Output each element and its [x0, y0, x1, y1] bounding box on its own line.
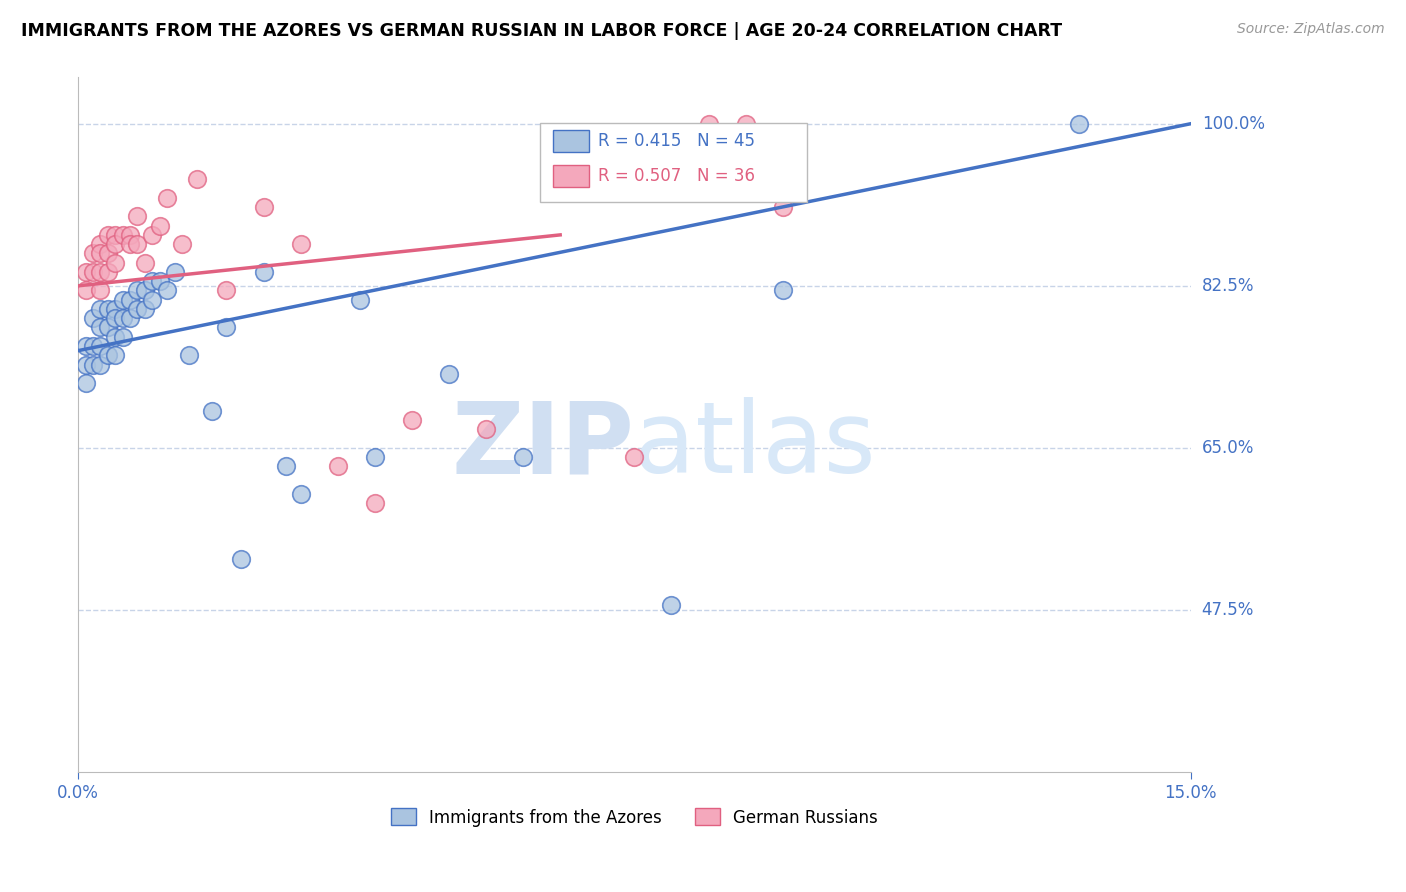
Point [512, 450, 534, 465]
Text: R = 0.415   N = 45: R = 0.415 N = 45 [598, 132, 755, 151]
FancyBboxPatch shape [540, 122, 807, 202]
Point [104, 227, 127, 242]
Point [623, 450, 645, 465]
Text: Source: ZipAtlas.com: Source: ZipAtlas.com [1237, 22, 1385, 37]
Point [697, 117, 720, 131]
Point [89, 265, 111, 279]
Text: 47.5%: 47.5% [1202, 601, 1254, 619]
Point [75, 376, 97, 390]
Point [97, 227, 120, 242]
Point [149, 219, 172, 233]
Point [141, 227, 163, 242]
Point [82, 246, 104, 260]
Point [170, 237, 193, 252]
Point [118, 311, 141, 326]
Point [179, 348, 201, 362]
Point [274, 459, 297, 474]
Point [231, 552, 253, 566]
Text: R = 0.507   N = 36: R = 0.507 N = 36 [598, 167, 755, 185]
Point [89, 301, 111, 316]
Text: ZIP: ZIP [451, 397, 634, 494]
Point [134, 301, 156, 316]
Point [89, 284, 111, 298]
Point [97, 301, 120, 316]
Point [134, 255, 156, 269]
Point [89, 320, 111, 334]
Point [364, 450, 387, 465]
Point [82, 339, 104, 353]
Point [104, 311, 127, 326]
Point [104, 348, 127, 362]
Point [1069, 117, 1091, 131]
Point [661, 599, 683, 613]
Point [252, 265, 274, 279]
Point [75, 358, 97, 372]
Point [156, 191, 179, 205]
Text: 100.0%: 100.0% [1202, 115, 1264, 133]
Point [364, 496, 387, 510]
Point [118, 293, 141, 307]
Point [475, 422, 498, 436]
Point [437, 367, 460, 381]
Point [252, 200, 274, 214]
Legend: Immigrants from the Azores, German Russians: Immigrants from the Azores, German Russi… [384, 802, 884, 833]
Point [104, 301, 127, 316]
Point [89, 339, 111, 353]
Point [127, 237, 149, 252]
Point [772, 200, 794, 214]
Point [156, 284, 179, 298]
Point [186, 172, 208, 186]
Point [734, 117, 756, 131]
Point [89, 237, 111, 252]
Bar [553, 130, 589, 153]
Point [215, 284, 238, 298]
Point [97, 246, 120, 260]
Text: 65.0%: 65.0% [1202, 439, 1254, 457]
Point [401, 413, 423, 427]
Point [104, 237, 127, 252]
Point [111, 330, 134, 344]
Point [82, 265, 104, 279]
Point [111, 311, 134, 326]
Point [75, 339, 97, 353]
Point [89, 358, 111, 372]
Point [290, 487, 312, 501]
Point [127, 301, 149, 316]
Point [772, 284, 794, 298]
Point [82, 358, 104, 372]
Bar [553, 165, 589, 187]
Text: IMMIGRANTS FROM THE AZORES VS GERMAN RUSSIAN IN LABOR FORCE | AGE 20-24 CORRELAT: IMMIGRANTS FROM THE AZORES VS GERMAN RUS… [21, 22, 1062, 40]
Point [127, 210, 149, 224]
Point [89, 246, 111, 260]
Point [111, 227, 134, 242]
Point [163, 265, 186, 279]
Point [97, 320, 120, 334]
Point [141, 274, 163, 288]
Text: 82.5%: 82.5% [1202, 277, 1254, 295]
Point [111, 293, 134, 307]
Point [118, 227, 141, 242]
Point [149, 274, 172, 288]
Point [201, 404, 224, 418]
Text: atlas: atlas [634, 397, 876, 494]
Point [141, 293, 163, 307]
Point [326, 459, 349, 474]
Point [118, 237, 141, 252]
Point [82, 311, 104, 326]
Point [104, 255, 127, 269]
Point [75, 265, 97, 279]
Point [97, 348, 120, 362]
Point [104, 330, 127, 344]
Point [75, 284, 97, 298]
Point [134, 284, 156, 298]
Point [215, 320, 238, 334]
Point [97, 265, 120, 279]
Point [127, 284, 149, 298]
Point [349, 293, 371, 307]
Point [290, 237, 312, 252]
